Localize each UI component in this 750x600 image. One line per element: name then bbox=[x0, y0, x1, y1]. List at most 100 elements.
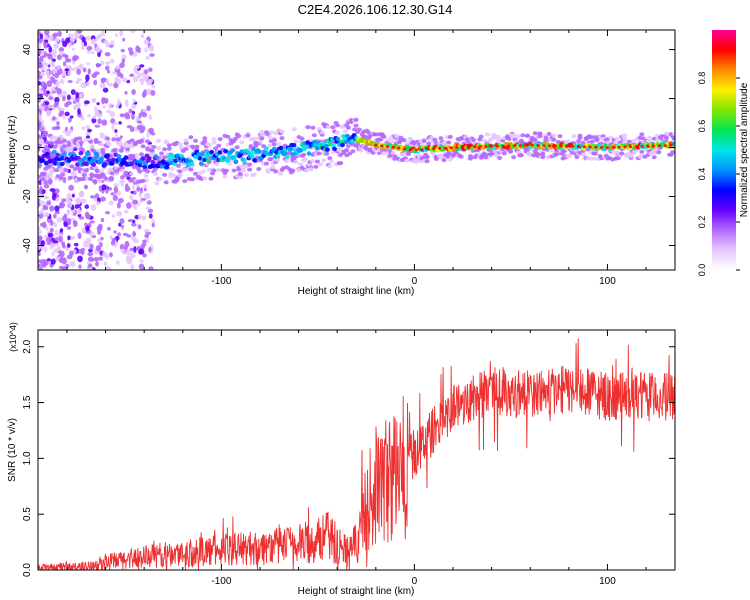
noise-speckle bbox=[54, 37, 60, 42]
ridge-peak bbox=[605, 146, 610, 149]
noise-speckle bbox=[107, 82, 113, 87]
ridge-halo bbox=[532, 131, 538, 136]
noise-speckle bbox=[114, 133, 119, 138]
snr-axes: -100 0 100 0.0 0.5 1.0 1.5 2.0 bbox=[22, 330, 675, 587]
noise-speckle bbox=[47, 258, 51, 262]
noise-speckle bbox=[56, 87, 62, 95]
noise-speckle bbox=[68, 41, 72, 48]
ridge-halo bbox=[671, 136, 675, 141]
noise-speckle bbox=[45, 236, 52, 243]
noise-speckle bbox=[144, 234, 150, 238]
noise-speckle bbox=[68, 250, 75, 256]
ridge-halo bbox=[356, 127, 362, 132]
ridge-halo bbox=[122, 142, 127, 147]
ridge-peak bbox=[536, 144, 540, 147]
noise-speckle bbox=[40, 72, 45, 77]
ridge-halo bbox=[279, 136, 285, 141]
noise-speckle bbox=[46, 200, 52, 206]
ridge-halo bbox=[105, 136, 110, 141]
noise-speckle bbox=[73, 105, 77, 111]
ridge-halo bbox=[591, 156, 597, 161]
noise-speckle bbox=[85, 81, 90, 86]
ridge-core bbox=[78, 151, 84, 156]
ridge-halo bbox=[177, 169, 183, 174]
ridge-halo bbox=[75, 165, 81, 170]
ridge-halo bbox=[433, 156, 439, 161]
ridge-core bbox=[256, 149, 262, 154]
ridge-halo bbox=[271, 142, 277, 147]
ridge-peak bbox=[640, 145, 644, 148]
ridge-halo bbox=[318, 162, 324, 167]
ridge-halo bbox=[330, 125, 336, 130]
noise-speckle bbox=[38, 70, 42, 76]
noise-speckle bbox=[43, 246, 48, 253]
y-tick-label: 0 bbox=[22, 144, 33, 150]
noise-speckle bbox=[50, 76, 55, 83]
noise-speckle bbox=[62, 113, 66, 120]
ridge-halo bbox=[151, 145, 157, 149]
noise-speckle bbox=[129, 30, 136, 34]
noise-speckle bbox=[94, 124, 101, 128]
noise-speckle bbox=[104, 52, 111, 57]
noise-speckle bbox=[68, 117, 72, 123]
ridge-halo bbox=[651, 155, 657, 160]
noise-speckle bbox=[128, 194, 134, 201]
noise-speckle bbox=[117, 197, 124, 204]
noise-speckle bbox=[77, 232, 82, 240]
ridge-halo bbox=[532, 137, 538, 142]
ridge-halo bbox=[211, 168, 217, 173]
ridge-halo bbox=[183, 138, 189, 143]
noise-speckle bbox=[38, 243, 41, 251]
ridge-core bbox=[46, 154, 51, 160]
noise-speckle bbox=[54, 72, 60, 79]
noise-speckle bbox=[96, 201, 100, 206]
ridge-halo bbox=[271, 138, 277, 143]
noise-speckle bbox=[146, 200, 152, 205]
ridge-peak bbox=[432, 147, 436, 151]
noise-speckle bbox=[118, 222, 122, 227]
ridge-halo bbox=[179, 145, 185, 150]
noise-speckle bbox=[38, 42, 42, 49]
ridge-halo bbox=[647, 139, 652, 144]
y-tick-label: -40 bbox=[22, 238, 33, 253]
ridge-halo bbox=[628, 154, 634, 159]
noise-speckle bbox=[148, 67, 153, 72]
noise-speckle bbox=[129, 247, 134, 252]
ridge-halo bbox=[89, 145, 95, 150]
ridge-core bbox=[284, 154, 290, 159]
noise-speckle bbox=[149, 53, 155, 57]
ridge-halo bbox=[177, 173, 183, 178]
ridge-halo bbox=[511, 155, 517, 160]
ridge-halo bbox=[353, 123, 359, 128]
ridge-core bbox=[59, 161, 65, 167]
ridge-core bbox=[123, 155, 129, 160]
noise-speckle bbox=[75, 80, 80, 85]
noise-speckle bbox=[59, 78, 65, 85]
ridge-halo bbox=[177, 142, 183, 147]
noise-speckle bbox=[74, 30, 78, 38]
noise-speckle bbox=[146, 88, 151, 96]
noise-speckle bbox=[113, 186, 119, 194]
y-tick-label: 1.5 bbox=[22, 395, 33, 409]
noise-speckle bbox=[105, 78, 110, 85]
noise-speckle bbox=[139, 64, 145, 68]
ridge-halo bbox=[421, 139, 427, 143]
snr-series-line bbox=[38, 338, 675, 570]
noise-speckle bbox=[81, 227, 86, 234]
ridge-halo bbox=[551, 137, 557, 142]
noise-speckle bbox=[105, 41, 110, 48]
ridge-halo bbox=[91, 148, 97, 153]
noise-speckle bbox=[95, 245, 102, 252]
noise-speckle bbox=[98, 185, 103, 192]
ridge-core bbox=[94, 153, 100, 159]
ridge-halo bbox=[139, 152, 144, 157]
ridge-halo bbox=[571, 134, 577, 139]
ridge-core bbox=[225, 158, 231, 163]
ridge-halo bbox=[313, 164, 319, 169]
x-tick-label: -100 bbox=[211, 276, 231, 287]
noise-speckle bbox=[116, 202, 121, 209]
noise-speckle bbox=[141, 242, 147, 247]
noise-speckle bbox=[105, 65, 110, 71]
ridge-peak bbox=[588, 145, 592, 149]
noise-speckle bbox=[61, 90, 67, 97]
